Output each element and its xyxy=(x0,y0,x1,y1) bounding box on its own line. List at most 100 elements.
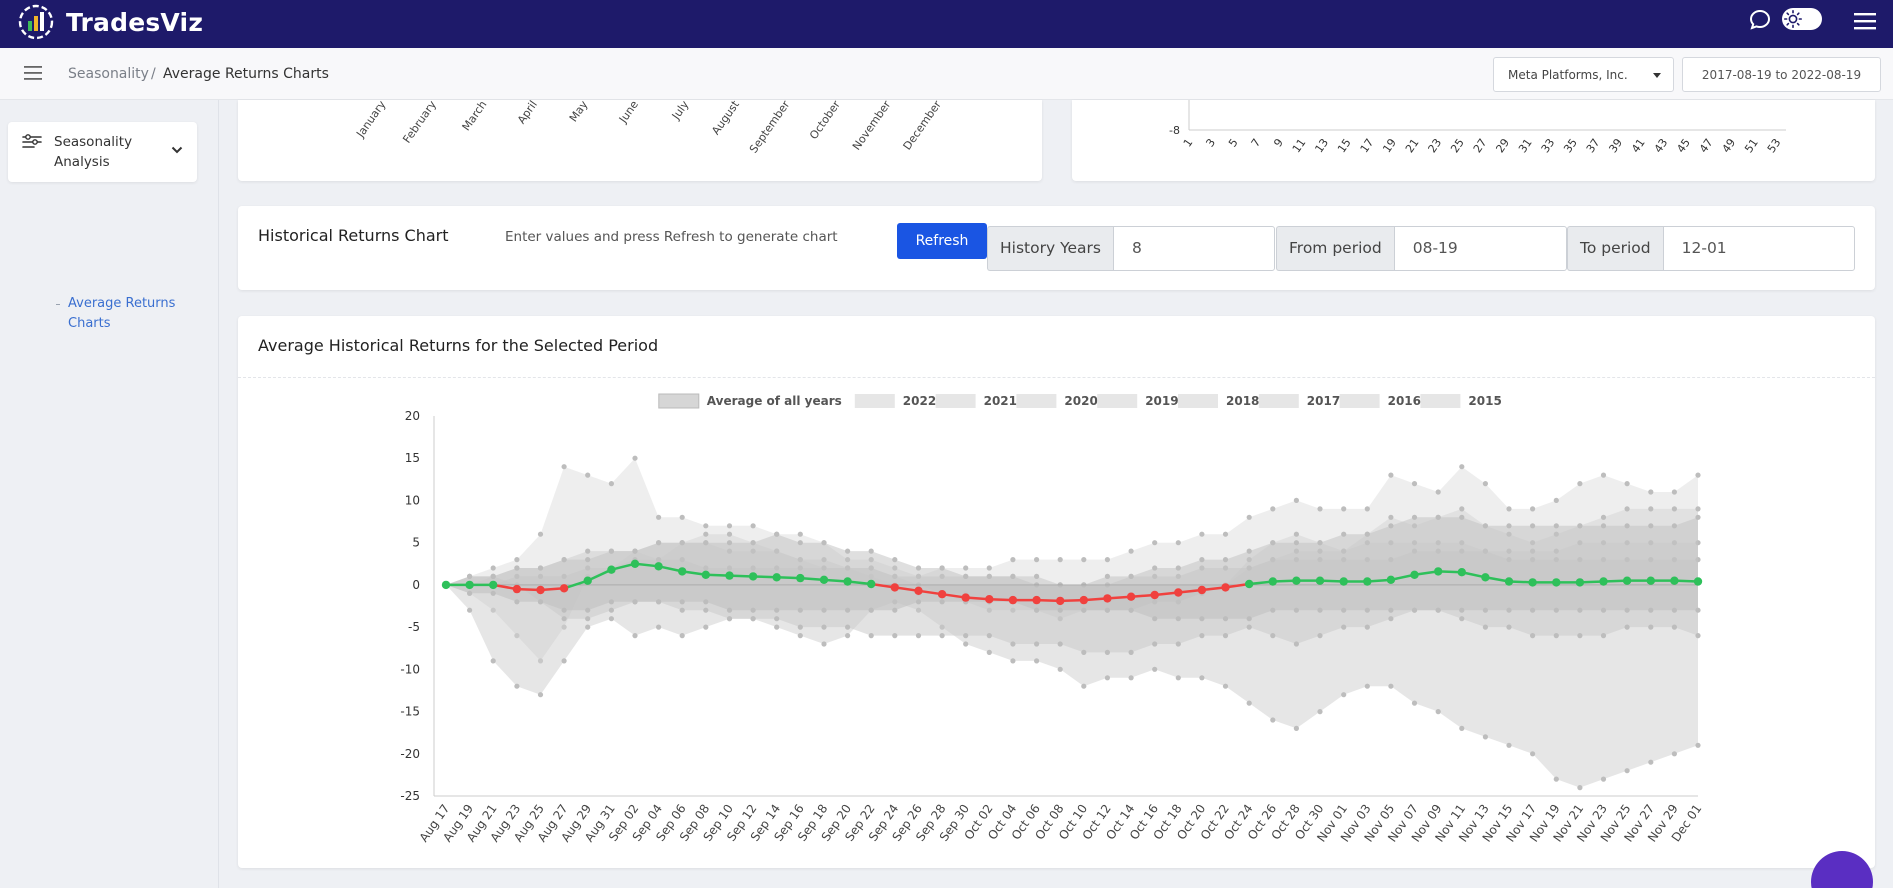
series-point xyxy=(537,692,544,698)
series-point xyxy=(585,472,591,478)
average-point[interactable] xyxy=(1646,576,1656,585)
sidebar-item-average-returns-charts[interactable]: Average Returns Charts xyxy=(68,296,176,331)
average-point[interactable] xyxy=(583,576,592,585)
average-point[interactable] xyxy=(701,570,710,579)
average-point[interactable] xyxy=(1622,576,1632,585)
average-point[interactable] xyxy=(654,562,663,571)
sidebar-section-label: Seasonality Analysis xyxy=(54,134,133,170)
series-point xyxy=(1246,700,1252,706)
average-point[interactable] xyxy=(890,583,899,592)
average-point[interactable] xyxy=(985,595,994,604)
tradesviz-logo-icon[interactable] xyxy=(18,4,54,40)
series-point xyxy=(1459,725,1465,731)
average-point[interactable] xyxy=(630,559,640,568)
average-point[interactable] xyxy=(1221,583,1230,592)
series-point xyxy=(750,607,756,613)
menu-icon[interactable] xyxy=(1854,12,1876,30)
series-point xyxy=(608,616,614,622)
average-point[interactable] xyxy=(1268,577,1278,586)
chat-icon[interactable] xyxy=(1748,8,1772,32)
legend-item[interactable]: 2022 xyxy=(854,394,936,408)
average-point[interactable] xyxy=(678,567,687,576)
to-period-input[interactable]: 12-01 xyxy=(1662,226,1855,271)
average-point[interactable] xyxy=(914,586,923,595)
average-point[interactable] xyxy=(465,580,474,590)
average-point[interactable] xyxy=(819,575,829,584)
average-point[interactable] xyxy=(1339,577,1348,586)
average-point[interactable] xyxy=(1693,577,1703,586)
series-point xyxy=(1695,506,1701,512)
refresh-button[interactable]: Refresh xyxy=(897,223,987,259)
average-point[interactable] xyxy=(607,565,616,574)
average-point[interactable] xyxy=(1670,576,1679,585)
average-point[interactable] xyxy=(559,584,569,593)
average-point[interactable] xyxy=(1504,577,1514,586)
legend-item[interactable]: 2018 xyxy=(1178,394,1259,408)
average-point[interactable] xyxy=(1174,588,1183,597)
average-point[interactable] xyxy=(1032,595,1041,605)
average-point[interactable] xyxy=(489,580,498,590)
series-point xyxy=(1530,523,1536,529)
average-point[interactable] xyxy=(1103,594,1112,603)
average-point[interactable] xyxy=(1363,577,1372,586)
legend-item[interactable]: 2021 xyxy=(935,394,1017,408)
average-point[interactable] xyxy=(536,585,545,595)
series-point xyxy=(1152,641,1158,647)
average-point[interactable] xyxy=(441,580,451,590)
average-point[interactable] xyxy=(1315,576,1325,585)
brand-name[interactable]: TradesViz xyxy=(66,8,204,37)
from-period-input[interactable]: 08-19 xyxy=(1393,226,1567,271)
theme-toggle[interactable] xyxy=(1782,8,1822,30)
average-point[interactable] xyxy=(1552,578,1561,587)
legend-item[interactable]: 2020 xyxy=(1016,394,1098,408)
series-point xyxy=(1482,607,1488,613)
chevron-down-icon[interactable] xyxy=(171,146,183,154)
average-point[interactable] xyxy=(1386,575,1396,584)
average-point[interactable] xyxy=(1150,590,1159,600)
sidebar-toggle-icon[interactable] xyxy=(24,66,42,80)
legend-item[interactable]: 2017 xyxy=(1258,394,1340,408)
average-point[interactable] xyxy=(512,584,522,594)
average-point[interactable] xyxy=(1197,585,1207,595)
breadcrumb-parent[interactable]: Seasonality xyxy=(68,66,149,82)
average-point[interactable] xyxy=(748,572,758,581)
legend-item[interactable]: Average of all years xyxy=(658,393,842,409)
legend-item[interactable]: 2019 xyxy=(1097,394,1179,408)
average-point[interactable] xyxy=(1481,573,1490,582)
average-point[interactable] xyxy=(1126,592,1136,601)
legend-item[interactable]: 2015 xyxy=(1420,394,1502,408)
average-point[interactable] xyxy=(772,573,781,582)
series-point xyxy=(1435,709,1441,715)
average-point[interactable] xyxy=(1528,578,1537,587)
average-returns-chart[interactable]: Average of all years 2022 2021 2020 2019 2018… xyxy=(238,316,1875,868)
series-point xyxy=(1435,489,1441,495)
average-point[interactable] xyxy=(937,590,947,599)
average-point[interactable] xyxy=(1008,595,1018,605)
series-point xyxy=(1388,616,1394,622)
series-point xyxy=(537,531,544,537)
history-years-input[interactable]: 8 xyxy=(1112,226,1275,271)
average-point[interactable] xyxy=(1434,567,1443,576)
series-point xyxy=(986,565,992,571)
average-point[interactable] xyxy=(725,571,734,580)
average-point[interactable] xyxy=(843,577,852,586)
average-point[interactable] xyxy=(1056,596,1065,606)
average-point[interactable] xyxy=(1575,578,1585,587)
average-point[interactable] xyxy=(796,573,805,583)
average-point[interactable] xyxy=(1245,579,1254,589)
average-point[interactable] xyxy=(867,579,876,589)
average-point[interactable] xyxy=(1410,570,1419,579)
sidebar-item-seasonality-analysis[interactable]: Seasonality Analysis xyxy=(8,122,197,182)
company-select[interactable]: Meta Platforms, Inc. xyxy=(1493,57,1674,92)
average-point[interactable] xyxy=(961,593,970,602)
week-tick-label: 35 xyxy=(1561,136,1580,155)
average-point[interactable] xyxy=(1292,576,1301,585)
average-point[interactable] xyxy=(1457,568,1467,577)
series-point xyxy=(467,607,473,613)
legend-item[interactable]: 2016 xyxy=(1339,394,1421,408)
average-point[interactable] xyxy=(1599,577,1608,586)
series-point xyxy=(1411,607,1418,613)
date-range-picker[interactable]: 2017-08-19 to 2022-08-19 xyxy=(1682,57,1881,92)
month-tick-label: September xyxy=(747,100,793,156)
average-point[interactable] xyxy=(1079,595,1088,605)
